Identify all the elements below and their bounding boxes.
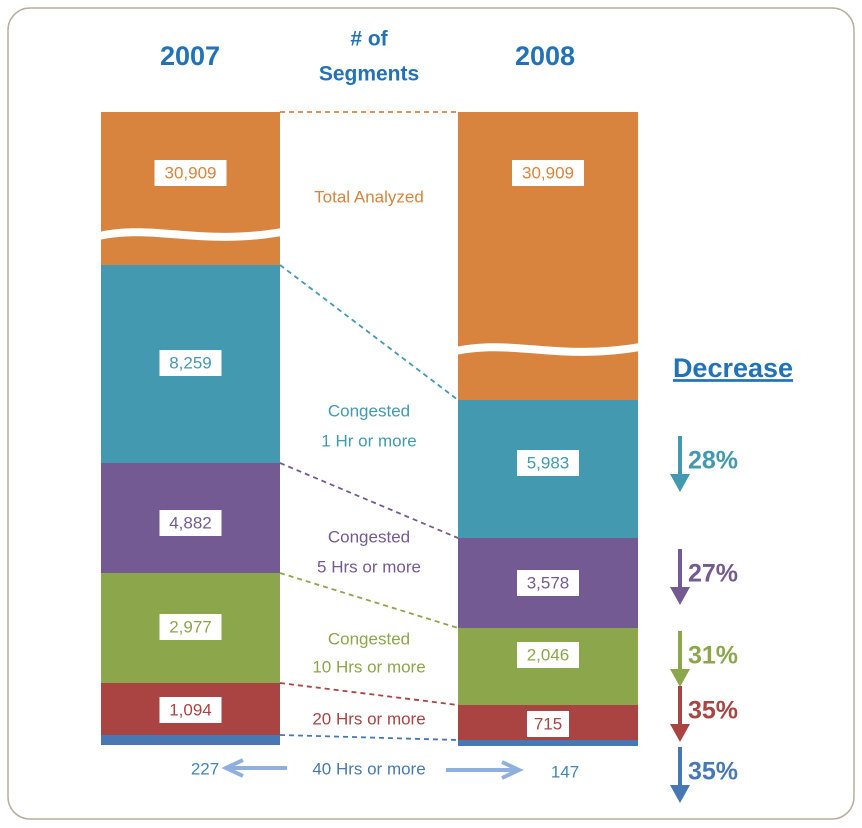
- decrease-arrowhead: [670, 587, 690, 605]
- arrow: [446, 760, 524, 780]
- decrease-arrowhead: [670, 474, 690, 492]
- value-label: 2,046: [527, 645, 570, 664]
- decrease-value: 31%: [688, 642, 738, 670]
- axis-break: [456, 343, 640, 356]
- segment-label: Congested: [328, 401, 410, 420]
- connector: [279, 572, 459, 629]
- value-label: 30,909: [522, 163, 574, 182]
- value-box: [517, 642, 579, 668]
- value-label: 715: [534, 714, 562, 733]
- segment-label: 40 Hrs or more: [312, 759, 425, 778]
- value-box: [159, 614, 222, 640]
- value-label: 147: [551, 762, 579, 781]
- left-year: 2007: [160, 41, 220, 71]
- right-year: 2008: [515, 41, 575, 71]
- segment-label: Congested: [328, 527, 410, 546]
- decrease-value: 27%: [688, 560, 738, 588]
- segment-label: Congested: [328, 629, 410, 648]
- value-box: [512, 160, 584, 186]
- segment-label: 10 Hrs or more: [312, 657, 425, 676]
- value-label: 227: [191, 759, 219, 778]
- left-segment: [101, 112, 280, 265]
- decrease-value: 35%: [688, 697, 738, 725]
- decrease-arrowhead: [670, 669, 690, 687]
- segment-label: 5 Hrs or more: [317, 557, 421, 576]
- decrease-value: 28%: [688, 447, 738, 475]
- value-label: 30,909: [165, 163, 217, 182]
- value-box: [159, 697, 222, 723]
- decrease-title: Decrease: [673, 353, 793, 383]
- axis-break: [99, 228, 282, 241]
- value-box: [159, 510, 222, 536]
- segment-label: 1 Hr or more: [321, 431, 416, 450]
- middle-header: Segments: [319, 63, 419, 86]
- value-box: [527, 711, 569, 737]
- value-label: 3,578: [527, 573, 570, 592]
- right-segment: [458, 112, 638, 400]
- connector: [279, 264, 459, 401]
- right-segment: [458, 740, 638, 746]
- left-segment: [101, 735, 280, 745]
- connector: [279, 734, 459, 741]
- segment-label: Total Analyzed: [314, 187, 424, 206]
- value-box: [517, 450, 579, 476]
- segment-label: 20 Hrs or more: [312, 709, 425, 728]
- value-box: [159, 350, 222, 376]
- arrow: [221, 758, 287, 778]
- value-label: 8,259: [169, 353, 212, 372]
- value-box: [154, 160, 227, 186]
- connector: [279, 682, 459, 706]
- value-label: 2,977: [169, 617, 212, 636]
- value-label: 1,094: [169, 700, 212, 719]
- decrease-arrowhead: [670, 724, 690, 742]
- middle-header: # of: [350, 28, 388, 51]
- value-box: [517, 570, 579, 596]
- decrease-arrowhead: [670, 785, 690, 803]
- value-label: 4,882: [169, 513, 212, 532]
- value-label: 5,983: [527, 453, 570, 472]
- decrease-value: 35%: [688, 758, 738, 786]
